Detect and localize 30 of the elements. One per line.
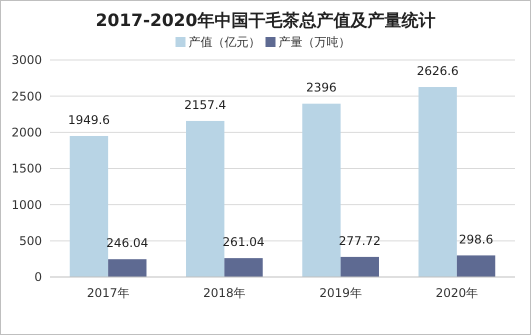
bar xyxy=(340,256,379,277)
legend-label: 产量（万吨） xyxy=(278,35,350,50)
bar xyxy=(70,136,108,277)
y-tick-label: 3000 xyxy=(11,53,42,68)
bar xyxy=(108,259,146,277)
y-tick-label: 2500 xyxy=(11,89,42,104)
data-label: 298.6 xyxy=(458,232,494,246)
y-tick-label: 1500 xyxy=(11,162,42,176)
bar xyxy=(418,87,457,277)
data-label: 261.04 xyxy=(222,235,265,250)
data-label: 2396 xyxy=(306,80,337,95)
data-label: 1949.6 xyxy=(68,112,110,127)
x-tick-label: 2019年 xyxy=(319,286,362,300)
legend-label: 产值（亿元） xyxy=(188,35,260,50)
y-tick-label: 500 xyxy=(19,234,42,248)
y-tick-label: 0 xyxy=(34,270,42,284)
bar xyxy=(186,120,224,277)
data-label: 277.72 xyxy=(338,234,381,248)
bar xyxy=(224,258,263,277)
chart-title: 2017-2020年中国干毛茶总产值及产量统计 xyxy=(96,11,436,31)
data-label: 246.04 xyxy=(106,236,148,250)
y-tick-label: 1000 xyxy=(11,198,42,212)
bar xyxy=(302,104,341,277)
data-label: 2626.6 xyxy=(416,64,459,78)
bar xyxy=(456,255,496,277)
y-tick-label: 2000 xyxy=(11,126,42,140)
x-tick-label: 2018年 xyxy=(203,286,246,300)
data-label: 2157.4 xyxy=(184,98,226,112)
x-tick-label: 2017年 xyxy=(86,286,130,300)
x-tick-label: 2020年 xyxy=(436,286,478,300)
